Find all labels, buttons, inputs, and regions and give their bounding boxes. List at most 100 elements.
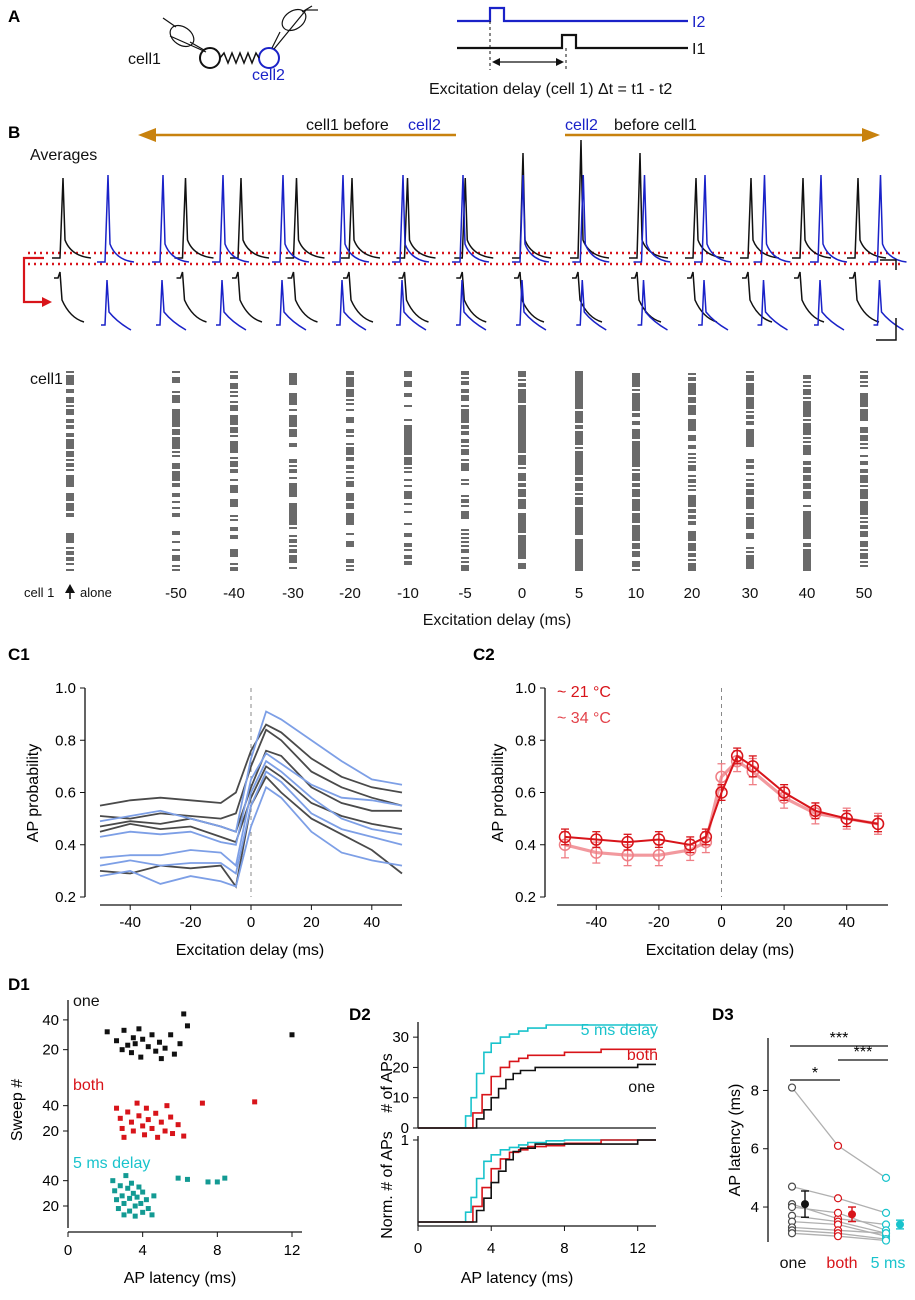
c2-legend-34c: ~ 34 °C <box>557 710 611 727</box>
d1-point <box>119 1193 125 1199</box>
d2-top-series <box>418 1063 656 1129</box>
d2-top-series <box>418 1048 656 1129</box>
d3-cell-point <box>833 1141 843 1150</box>
cell1-alone-label: cell 1 <box>24 585 54 600</box>
c1-series-line <box>99 765 403 844</box>
blue-zoom-trace <box>101 279 132 331</box>
c1-y-tick-label: 0.6 <box>55 785 76 802</box>
d1-point <box>138 1054 144 1060</box>
cell2-before-cell1-label: before cell1 <box>614 117 697 134</box>
blue-average-trace <box>332 174 370 263</box>
d1-group-label: 5 ms delay <box>73 1155 150 1172</box>
d1-point <box>132 1203 138 1209</box>
blue-zoom-trace <box>456 279 487 331</box>
c1-y-tick-label: 0.4 <box>55 837 76 854</box>
d1-point <box>205 1179 211 1185</box>
d1-point <box>132 1213 138 1219</box>
blue-average-trace <box>694 174 732 263</box>
black-average-trace <box>570 139 610 259</box>
delay-tick-label: 10 <box>628 585 645 602</box>
d2-bottom-y-tick-label: 1 <box>401 1132 409 1149</box>
panel-label-c2: C2 <box>473 645 495 664</box>
chart-d1: 20 40 one 20 40 both 20 40 5 ms delay 0 4 8 12 AP lat… <box>9 993 302 1287</box>
d1-point <box>143 1105 149 1111</box>
d1-point <box>130 1128 136 1134</box>
black-average-trace <box>341 177 381 259</box>
c2-point <box>809 804 822 818</box>
d2-top-y-tick-label: 0 <box>401 1120 409 1137</box>
i1-label: I1 <box>692 41 705 58</box>
d1-point <box>140 1123 146 1129</box>
d3-cell-point <box>881 1208 891 1217</box>
black-average-trace <box>52 177 92 259</box>
panel-label-a: A <box>8 7 20 26</box>
d2-xlabel: AP latency (ms) <box>461 1270 574 1287</box>
c2-legend-21c: ~ 21 °C <box>557 684 611 701</box>
c1-x-tick-label: 20 <box>303 914 320 931</box>
black-average-trace <box>454 177 494 259</box>
d1-point <box>121 1134 127 1140</box>
black-zoom-trace <box>54 271 85 323</box>
d1-point <box>119 1047 125 1053</box>
c1-xlabel: Excitation delay (ms) <box>176 942 325 959</box>
raster-column <box>66 371 74 571</box>
d3-mean-point <box>848 1210 856 1219</box>
stimulus-protocol <box>457 6 688 70</box>
i2-label: I2 <box>692 14 705 31</box>
d1-point <box>136 1026 142 1032</box>
raster-cell1-label: cell1 <box>30 371 63 388</box>
c2-point <box>683 838 697 851</box>
delay-tick-label: 5 <box>575 585 583 602</box>
d1-point <box>117 1183 123 1189</box>
d3-sig-label: *** <box>854 1044 873 1061</box>
raster-column <box>575 371 583 571</box>
black-zoom-trace <box>398 271 429 323</box>
delay-tick-label: 20 <box>684 585 701 602</box>
d1-point <box>128 1180 134 1186</box>
delay-tick-label: -30 <box>282 585 304 602</box>
black-zoom-trace <box>687 271 718 323</box>
d1-point <box>134 1194 140 1200</box>
cell2-before-label: cell2 <box>565 117 598 134</box>
c1-series-line <box>99 710 403 833</box>
cell1-label: cell1 <box>128 51 161 68</box>
chart-c2: 0.2 0.4 0.6 0.8 1.0 -40 -20 0 20 40 ~ 21 °C ~ 34 °C… <box>490 680 888 959</box>
d1-point <box>128 1119 134 1125</box>
d2-bottom-series <box>418 1139 656 1223</box>
d1-point <box>181 1133 187 1139</box>
d3-y-tick-label: 4 <box>751 1199 759 1216</box>
delay-tick-label: 50 <box>856 585 873 602</box>
d2-bottom-series <box>418 1139 656 1223</box>
blue-average-trace <box>869 174 907 263</box>
c1-series-line <box>99 752 403 846</box>
delay-tick-label: -10 <box>397 585 419 602</box>
d1-point <box>170 1131 176 1137</box>
d1-point <box>155 1134 161 1140</box>
average-traces <box>52 139 907 263</box>
d1-point <box>158 1056 164 1062</box>
averages-label: Averages <box>30 147 97 164</box>
d1-point <box>162 1045 168 1051</box>
d1-point <box>127 1195 133 1201</box>
d1-point <box>123 1173 129 1179</box>
c2-xlabel: Excitation delay (ms) <box>646 942 795 959</box>
d2-bottom-series <box>418 1139 656 1223</box>
c2-x-tick-label: 0 <box>717 914 725 931</box>
d1-point <box>145 1117 151 1123</box>
c2-point <box>590 833 603 846</box>
black-zoom-trace <box>742 271 773 323</box>
scale-bars <box>876 259 897 341</box>
c1-y-tick-label: 1.0 <box>55 680 76 697</box>
d1-group-label: both <box>73 1077 104 1094</box>
c1-series-line <box>99 759 403 868</box>
d3-ylabel: AP latency (ms) <box>727 1084 744 1197</box>
d1-point <box>153 1048 159 1054</box>
c1-series-line <box>99 723 403 807</box>
d1-point <box>125 1109 131 1115</box>
black-average-trace <box>174 177 214 259</box>
d1-point <box>289 1032 295 1038</box>
c2-point <box>715 786 728 799</box>
c1-series-line <box>99 749 402 833</box>
d1-xlabel: AP latency (ms) <box>124 1270 237 1287</box>
